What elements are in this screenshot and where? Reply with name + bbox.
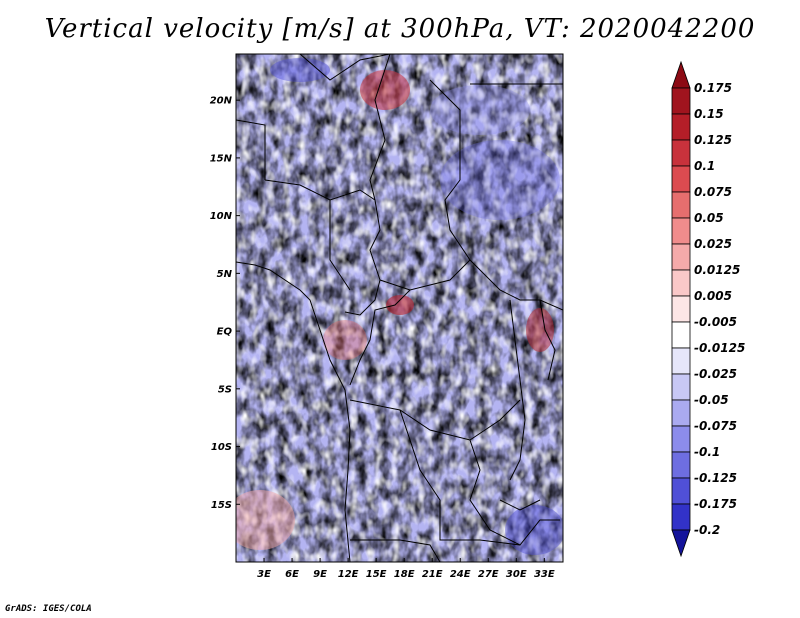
colorbar-label: -0.1 [694, 445, 720, 459]
colorbar-segment [671, 139, 691, 167]
colorbar-label: 0.15 [694, 107, 724, 121]
velocity-field [236, 54, 563, 562]
colorbar-label: -0.175 [694, 497, 737, 511]
colorbar-segment [671, 243, 691, 271]
colorbar-label: -0.025 [694, 367, 737, 381]
country-boundaries [236, 54, 563, 562]
colorbar-label: -0.125 [694, 471, 737, 485]
colorbar-label: -0.075 [694, 419, 737, 433]
colorbar-label: -0.2 [694, 523, 720, 537]
lon-tick-label: 27E [478, 569, 499, 580]
lon-tick-label: 24E [450, 569, 471, 580]
lon-tick-label: 21E [422, 569, 443, 580]
lon-tick-label: 9E [313, 569, 327, 580]
lat-tick-label: 10N [210, 211, 233, 222]
lat-tick-label: 20N [210, 96, 233, 107]
lon-tick-label: 3E [257, 569, 271, 580]
lat-tick-label: EQ [217, 327, 233, 338]
credit-text: GrADS: IGES/COLA [5, 604, 92, 614]
lat-tick-label: 5S [218, 384, 232, 395]
lat-tick-label: 10S [211, 442, 232, 453]
colorbar-segment [671, 503, 691, 531]
colorbar-top-arrow [671, 60, 691, 89]
colorbar-label: -0.05 [694, 393, 729, 407]
lon-tick-label: 6E [285, 569, 299, 580]
colorbar-segment [671, 451, 691, 479]
colorbar-segment [671, 347, 691, 375]
longitude-axis: 3E 6E 9E 12E 15E 18E 21E 24E 27E 30E 33E [257, 558, 555, 580]
colorbar: 0.175 0.15 0.125 0.1 0.075 0.05 0.025 0.0125 0.0… [671, 60, 745, 558]
colorbar-segment [671, 399, 691, 427]
colorbar-label: 0.1 [694, 159, 715, 173]
colorbar-bottom-arrow [671, 529, 691, 558]
colorbar-label: -0.005 [694, 315, 737, 329]
lon-tick-label: 33E [534, 569, 555, 580]
colorbar-label: -0.0125 [694, 341, 745, 355]
colorbar-segment [671, 321, 691, 349]
lat-tick-label: 15S [211, 500, 232, 511]
colorbar-label: 0.005 [694, 289, 732, 303]
map-title: Vertical velocity [m/s] at 300hPa, VT: 2… [44, 14, 756, 44]
plot-frame [235, 53, 564, 563]
colorbar-segment [671, 477, 691, 505]
colorbar-label: 0.175 [694, 81, 732, 95]
colorbar-segment [671, 165, 691, 193]
colorbar-segment [671, 373, 691, 401]
colorbar-segment [671, 113, 691, 141]
colorbar-segment [671, 191, 691, 219]
lon-tick-label: 12E [338, 569, 359, 580]
colorbar-segment [671, 87, 691, 115]
colorbar-label: 0.0125 [694, 263, 740, 277]
colorbar-label: 0.075 [694, 185, 732, 199]
lat-tick-label: 15N [210, 153, 233, 164]
lat-tick-label: 5N [217, 269, 233, 280]
colorbar-segment [671, 217, 691, 245]
colorbar-segment [671, 269, 691, 297]
lon-tick-label: 15E [366, 569, 387, 580]
colorbar-label: 0.125 [694, 133, 732, 147]
latitude-axis: 20N 15N 10N 5N EQ 5S 10S 15S [210, 96, 240, 511]
lon-tick-label: 18E [394, 569, 415, 580]
lon-tick-label: 30E [506, 569, 527, 580]
colorbar-label: 0.025 [694, 237, 732, 251]
colorbar-label: 0.05 [694, 211, 724, 225]
colorbar-segment [671, 425, 691, 453]
colorbar-segment [671, 295, 691, 323]
